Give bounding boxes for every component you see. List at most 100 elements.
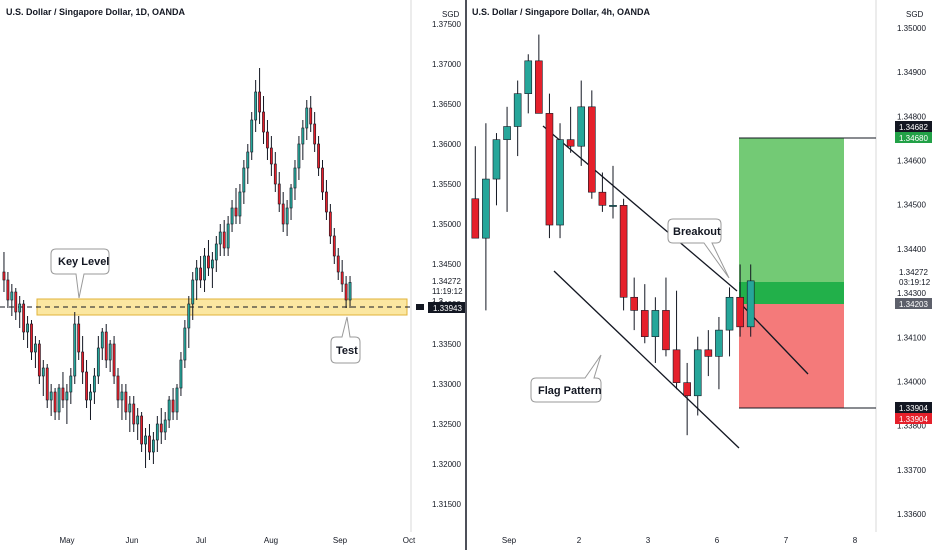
test-callout[interactable]: Test bbox=[330, 316, 361, 364]
price-tick-label: 1.37000 bbox=[432, 60, 461, 69]
flag-lower-trendline[interactable] bbox=[553, 270, 740, 449]
flag-pattern-callout[interactable]: Flag Pattern bbox=[530, 354, 602, 403]
candle-down bbox=[30, 323, 33, 353]
candle-down bbox=[619, 205, 628, 298]
candle-up bbox=[226, 223, 230, 249]
right-chart-panel[interactable]: U.S. Dollar / Singapore Dollar, 4h, OAND… bbox=[471, 0, 932, 545]
candle-up bbox=[93, 375, 96, 393]
candle-down bbox=[273, 163, 277, 185]
target-zone[interactable] bbox=[739, 138, 844, 282]
candle-down bbox=[116, 375, 120, 401]
price-tick-label: 1.37500 bbox=[432, 20, 461, 29]
candle-down bbox=[630, 296, 638, 311]
time-tick-label: Oct bbox=[403, 536, 416, 545]
left-candles-group bbox=[2, 68, 352, 468]
candle-down bbox=[104, 331, 108, 361]
price-tick-label: 1.34100 bbox=[897, 333, 926, 342]
candle-down bbox=[140, 415, 144, 445]
candle-down bbox=[159, 423, 163, 433]
candle-up bbox=[49, 391, 53, 401]
candle-up bbox=[18, 303, 22, 313]
candle-down bbox=[132, 403, 136, 425]
candle-down bbox=[309, 107, 313, 125]
price-tick-label: 1.32000 bbox=[432, 460, 461, 469]
stop-badge-dark bbox=[895, 402, 932, 413]
candle-down bbox=[81, 351, 85, 373]
candle-down bbox=[640, 310, 649, 337]
price-tick-label: 1.33600 bbox=[897, 510, 926, 519]
candle-up bbox=[187, 303, 191, 329]
candle-down bbox=[199, 267, 202, 281]
time-tick-label: Sep bbox=[502, 536, 517, 545]
candle-down bbox=[336, 255, 340, 273]
candle-up bbox=[214, 243, 218, 261]
candle-up bbox=[242, 167, 246, 193]
right-currency-label: SGD bbox=[906, 10, 924, 19]
candle-up bbox=[10, 291, 14, 301]
candle-down bbox=[736, 296, 744, 328]
left-price-axis[interactable]: 1.37500 1.37000 1.36500 1.36000 1.35500 1.350… bbox=[432, 20, 461, 509]
right-time-axis[interactable]: Sep 2 3 6 7 8 bbox=[502, 536, 858, 545]
candle-down bbox=[45, 367, 49, 401]
candle-up bbox=[301, 127, 305, 145]
candle-up bbox=[73, 323, 77, 377]
price-tick-label: 1.32500 bbox=[432, 420, 461, 429]
candle-down bbox=[14, 291, 18, 313]
candle-down bbox=[124, 391, 128, 413]
time-tick-label: Sep bbox=[333, 536, 348, 545]
candle-down bbox=[61, 387, 65, 401]
time-tick-label: May bbox=[59, 536, 74, 545]
candle-down bbox=[22, 303, 26, 333]
candle-down bbox=[262, 111, 265, 133]
candle-up bbox=[238, 191, 242, 217]
target-badge-dark bbox=[895, 121, 932, 132]
left-last-price: 1.34272 bbox=[432, 277, 461, 286]
candle-up bbox=[183, 327, 187, 361]
candle-up bbox=[57, 387, 61, 413]
entry-zone-profit bbox=[739, 282, 844, 304]
time-tick-label: 8 bbox=[853, 536, 858, 545]
target-badge-green-text: 1.34680 bbox=[899, 134, 928, 143]
candle-up bbox=[144, 435, 147, 445]
right-price-axis[interactable]: 1.35000 1.34900 1.34800 1.34600 1.34500 1.344… bbox=[897, 24, 926, 519]
candle-down bbox=[566, 139, 575, 147]
candle-up bbox=[492, 139, 501, 180]
candle-up bbox=[746, 280, 755, 328]
price-tick-label: 1.34400 bbox=[897, 245, 926, 254]
candle-up bbox=[305, 107, 309, 129]
candle-up bbox=[167, 399, 171, 421]
price-tick-label: 1.33500 bbox=[432, 340, 461, 349]
candle-up bbox=[69, 375, 73, 393]
candle-up bbox=[203, 255, 206, 281]
left-countdown: 11:19:12 bbox=[432, 287, 463, 296]
price-tick-label: 1.36500 bbox=[432, 100, 461, 109]
candle-down bbox=[535, 60, 543, 114]
price-tick-label: 1.33700 bbox=[897, 466, 926, 475]
price-tick-label: 1.33000 bbox=[432, 380, 461, 389]
candle-up bbox=[65, 391, 69, 401]
price-tick-label: 1.34500 bbox=[897, 201, 926, 210]
price-tick-label: 1.33800 bbox=[897, 422, 926, 431]
candle-up bbox=[482, 178, 490, 239]
left-level-badge-text: 1.33943 bbox=[433, 304, 462, 313]
key-level-callout[interactable]: Key Level bbox=[50, 248, 110, 299]
candle-down bbox=[77, 323, 81, 353]
left-chart-title: U.S. Dollar / Singapore Dollar, 1D, OAND… bbox=[6, 7, 186, 17]
candle-down bbox=[672, 349, 681, 383]
candle-up bbox=[34, 343, 37, 353]
entry-badge-text: 1.34203 bbox=[899, 300, 928, 309]
candle-down bbox=[53, 391, 57, 413]
candle-up bbox=[128, 403, 132, 413]
price-tick-label: 1.31500 bbox=[432, 500, 461, 509]
left-time-axis[interactable]: May Jun Jul Aug Sep Oct bbox=[59, 536, 416, 545]
candle-down bbox=[683, 382, 691, 397]
target-badge-green bbox=[895, 132, 932, 143]
left-level-handle[interactable] bbox=[416, 304, 424, 310]
time-tick-label: 7 bbox=[784, 536, 789, 545]
left-chart-panel[interactable]: U.S. Dollar / Singapore Dollar, 1D, OAND… bbox=[0, 0, 465, 550]
candle-down bbox=[704, 349, 713, 357]
flag-upper-trendline[interactable] bbox=[542, 125, 738, 292]
breakout-callout[interactable]: Breakout bbox=[667, 218, 730, 279]
candle-up bbox=[100, 331, 104, 349]
candle-up bbox=[246, 151, 250, 169]
